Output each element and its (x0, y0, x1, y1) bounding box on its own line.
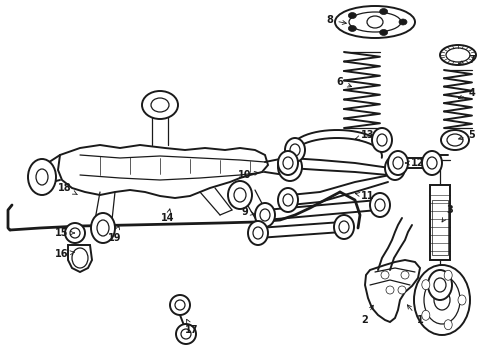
Ellipse shape (377, 134, 387, 146)
Polygon shape (365, 260, 420, 322)
Text: 13: 13 (355, 130, 375, 140)
Ellipse shape (278, 188, 298, 212)
Ellipse shape (399, 19, 407, 25)
Ellipse shape (339, 221, 349, 233)
Ellipse shape (440, 45, 476, 65)
Ellipse shape (375, 199, 385, 211)
Ellipse shape (422, 151, 442, 175)
Ellipse shape (444, 320, 452, 330)
Polygon shape (290, 165, 390, 195)
Text: 12: 12 (405, 158, 425, 168)
Polygon shape (68, 245, 92, 272)
Ellipse shape (283, 157, 293, 169)
Ellipse shape (367, 16, 383, 28)
Ellipse shape (380, 30, 388, 36)
Ellipse shape (334, 215, 354, 239)
Ellipse shape (72, 248, 88, 268)
Ellipse shape (97, 220, 109, 236)
Ellipse shape (428, 270, 452, 300)
Ellipse shape (434, 278, 446, 292)
Text: 8: 8 (326, 15, 346, 25)
Ellipse shape (349, 12, 401, 32)
Text: 19: 19 (108, 226, 122, 243)
Ellipse shape (278, 153, 302, 181)
Bar (432, 200, 448, 255)
Ellipse shape (234, 188, 246, 202)
Ellipse shape (176, 324, 196, 344)
Text: 15: 15 (55, 228, 74, 238)
Text: 3: 3 (442, 205, 453, 222)
Ellipse shape (446, 48, 470, 62)
Ellipse shape (385, 156, 405, 180)
Text: 2: 2 (362, 305, 373, 325)
Ellipse shape (422, 310, 430, 320)
Text: 17: 17 (185, 319, 199, 335)
Ellipse shape (36, 169, 48, 185)
Text: 5: 5 (459, 130, 475, 140)
Ellipse shape (255, 203, 275, 227)
Ellipse shape (151, 98, 169, 112)
Text: 10: 10 (238, 170, 258, 180)
Ellipse shape (422, 280, 430, 290)
Text: 16: 16 (55, 249, 74, 259)
Ellipse shape (390, 162, 400, 174)
Ellipse shape (28, 159, 56, 195)
Ellipse shape (260, 209, 270, 221)
Ellipse shape (372, 128, 392, 152)
Ellipse shape (427, 157, 437, 169)
Ellipse shape (424, 276, 460, 324)
Ellipse shape (414, 265, 470, 335)
Text: 7: 7 (459, 55, 475, 65)
Text: 11: 11 (355, 191, 375, 201)
Ellipse shape (228, 181, 252, 209)
Text: 18: 18 (58, 183, 77, 194)
Ellipse shape (380, 9, 388, 14)
Ellipse shape (175, 300, 185, 310)
Ellipse shape (278, 151, 298, 175)
Ellipse shape (142, 91, 178, 119)
Ellipse shape (70, 228, 80, 238)
Ellipse shape (285, 138, 305, 162)
Ellipse shape (253, 227, 263, 239)
Text: 4: 4 (459, 88, 475, 99)
Ellipse shape (444, 270, 452, 280)
Ellipse shape (335, 6, 415, 38)
Ellipse shape (447, 134, 463, 146)
Ellipse shape (181, 329, 191, 339)
Ellipse shape (170, 295, 190, 315)
Ellipse shape (283, 194, 293, 206)
Ellipse shape (458, 295, 466, 305)
Ellipse shape (290, 144, 300, 156)
Text: 6: 6 (337, 77, 351, 87)
Text: 1: 1 (407, 305, 423, 325)
Ellipse shape (386, 286, 394, 294)
Ellipse shape (65, 223, 85, 243)
Ellipse shape (348, 26, 356, 31)
Ellipse shape (434, 290, 450, 310)
Ellipse shape (248, 221, 268, 245)
Ellipse shape (441, 130, 469, 150)
Ellipse shape (381, 271, 389, 279)
Ellipse shape (388, 151, 408, 175)
Ellipse shape (91, 213, 115, 243)
Ellipse shape (401, 271, 409, 279)
Ellipse shape (393, 157, 403, 169)
Ellipse shape (370, 193, 390, 217)
Polygon shape (58, 145, 268, 198)
Ellipse shape (284, 160, 296, 174)
Ellipse shape (398, 286, 406, 294)
Text: 9: 9 (242, 207, 254, 217)
Text: 14: 14 (161, 209, 175, 223)
Ellipse shape (348, 13, 356, 18)
Bar (430, 185, 450, 260)
